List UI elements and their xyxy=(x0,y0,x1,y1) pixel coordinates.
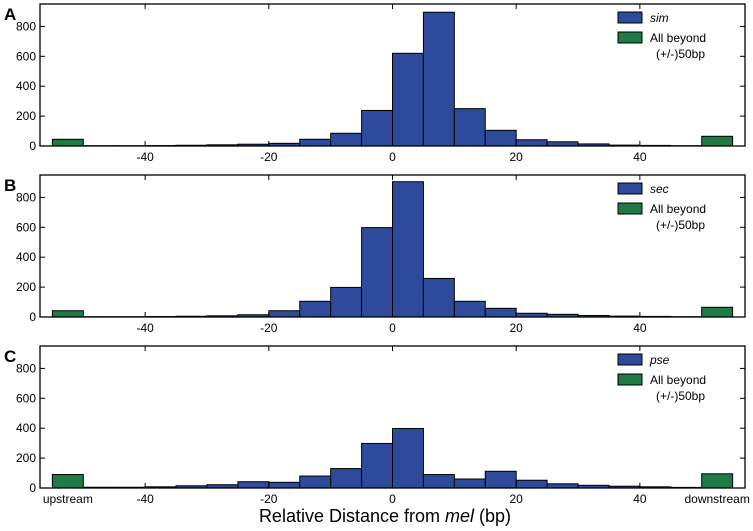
histogram-bar xyxy=(453,478,486,489)
histogram-bar xyxy=(361,227,394,318)
x-tick-label: 20 xyxy=(510,492,524,506)
legend: sec All beyond (+/-)50bp xyxy=(617,182,706,232)
beyond-bar-upstream xyxy=(51,310,84,318)
y-tick-label: 400 xyxy=(16,250,36,264)
histogram-bar xyxy=(515,479,548,489)
legend-label-main: sim xyxy=(650,11,669,25)
histogram-bar xyxy=(392,428,424,489)
y-tick-label: 800 xyxy=(16,19,36,33)
histogram-bar xyxy=(268,310,301,318)
legend-swatch-main xyxy=(617,353,643,366)
x-tick-label: -20 xyxy=(260,492,278,506)
y-tick-label: 400 xyxy=(16,79,36,93)
x-tick-label: 40 xyxy=(633,321,647,335)
histogram-bar xyxy=(453,108,486,147)
x-tick-label: 0 xyxy=(389,150,396,164)
histogram-bar xyxy=(330,468,363,489)
y-tick-label: 600 xyxy=(16,391,36,405)
histogram-bar xyxy=(268,481,301,489)
y-tick-label: 200 xyxy=(16,109,36,123)
panel-letter: B xyxy=(4,176,16,195)
x-axis-label: Relative Distance from mel (bp) xyxy=(259,506,511,526)
beyond-bar-upstream xyxy=(51,474,84,489)
y-tick-label: 0 xyxy=(29,139,36,153)
histogram-bar xyxy=(299,475,332,489)
panel-letter: A xyxy=(4,5,16,24)
legend-label-beyond-range: (+/-)50bp xyxy=(656,389,705,403)
x-tick-label: 20 xyxy=(510,321,524,335)
x-tick-label: 40 xyxy=(633,492,647,506)
legend-swatch-beyond xyxy=(617,373,643,386)
histogram-bar xyxy=(361,442,394,489)
x-extra-label: downstream xyxy=(684,492,749,506)
legend-label-main: sec xyxy=(650,182,669,196)
y-tick-label: 800 xyxy=(16,190,36,204)
histogram-bar xyxy=(484,129,517,147)
x-tick-label: -40 xyxy=(136,492,154,506)
legend-label-beyond: All beyond xyxy=(650,373,706,387)
histogram-bar xyxy=(453,300,486,318)
x-extra-label: upstream xyxy=(43,492,93,506)
x-tick-label: 40 xyxy=(633,150,647,164)
x-tick-label: -40 xyxy=(136,321,154,335)
beyond-bar-downstream xyxy=(701,473,734,489)
histogram-bar xyxy=(299,300,332,318)
y-tick-label: 600 xyxy=(16,49,36,63)
legend-label-beyond: All beyond xyxy=(650,202,706,216)
panel-b: B 0 200 400 600 800 -40 -20 0 20 40 sec All beyond (+… xyxy=(4,174,746,335)
histogram-bar xyxy=(392,181,424,318)
y-tick-label: 200 xyxy=(16,451,36,465)
histogram-bar xyxy=(361,109,394,147)
panel-c: C 0 200 400 600 800 -40 -20 0 20 40 upstream downstr… xyxy=(4,345,750,506)
y-tick-label: 800 xyxy=(16,361,36,375)
histogram-bar xyxy=(484,470,517,489)
legend-swatch-beyond xyxy=(617,202,643,215)
histogram-bar xyxy=(422,277,455,318)
x-tick-label: -20 xyxy=(260,150,278,164)
beyond-bar-upstream xyxy=(51,138,84,147)
histogram-bar xyxy=(392,52,424,147)
histogram-bar xyxy=(330,132,363,147)
legend-swatch-main xyxy=(617,182,643,195)
histogram-bar xyxy=(330,286,363,318)
histogram-bar xyxy=(299,138,332,147)
x-tick-label: 0 xyxy=(389,492,396,506)
legend-swatch-main xyxy=(617,11,643,24)
y-tick-label: 600 xyxy=(16,220,36,234)
legend-label-beyond-range: (+/-)50bp xyxy=(656,218,705,232)
legend-label-main: pse xyxy=(649,353,670,367)
legend-label-beyond: All beyond xyxy=(650,31,706,45)
panel-letter: C xyxy=(4,347,16,366)
beyond-bar-downstream xyxy=(701,135,734,147)
legend-label-beyond-range: (+/-)50bp xyxy=(656,47,705,61)
legend: sim All beyond (+/-)50bp xyxy=(617,11,706,61)
histogram-bar xyxy=(515,139,548,147)
histogram-bar xyxy=(422,474,455,489)
histogram-bar xyxy=(422,11,455,147)
beyond-bar-downstream xyxy=(701,306,734,318)
histogram-bar xyxy=(484,307,517,318)
panel-a: A 0 200 400 600 800 -40 -20 0 20 40 sim All beyond (+… xyxy=(4,3,746,164)
x-tick-label: 0 xyxy=(389,321,396,335)
y-tick-label: 0 xyxy=(29,481,36,495)
legend: pse All beyond (+/-)50bp xyxy=(617,353,706,403)
x-tick-label: 20 xyxy=(510,150,524,164)
y-tick-label: 0 xyxy=(29,310,36,324)
x-tick-label: -40 xyxy=(136,150,154,164)
histogram-bar xyxy=(237,481,270,489)
y-tick-label: 200 xyxy=(16,280,36,294)
legend-swatch-beyond xyxy=(617,31,643,44)
x-tick-label: -20 xyxy=(260,321,278,335)
y-tick-label: 400 xyxy=(16,421,36,435)
